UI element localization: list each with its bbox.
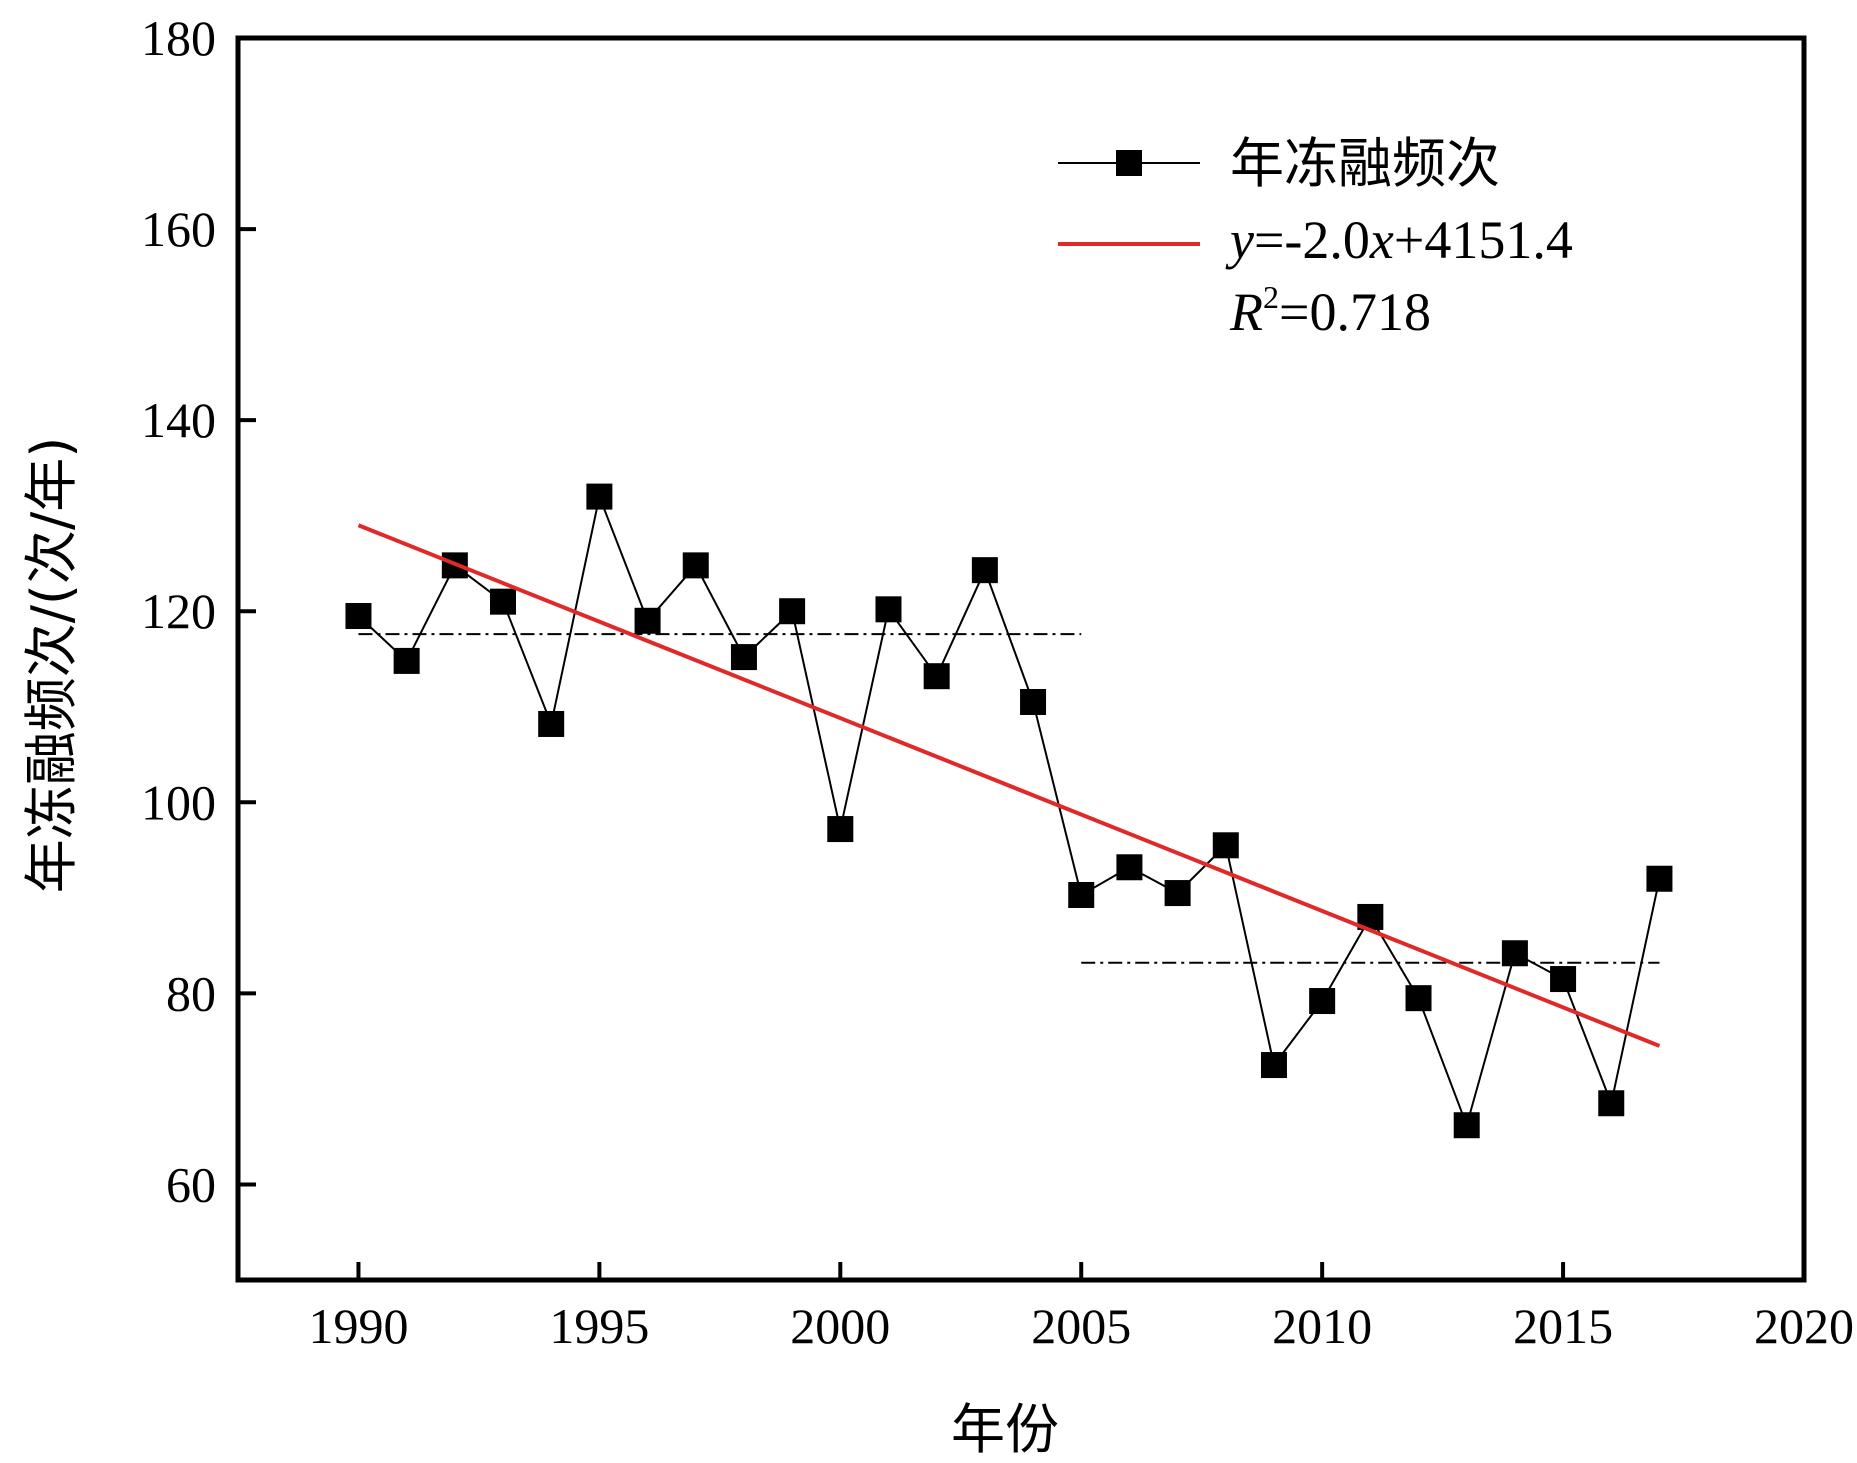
data-point-2017 (1646, 865, 1673, 892)
data-point-2013 (1453, 1112, 1480, 1139)
legend-trend-equation: y=-2.0x+4151.4 (1225, 210, 1573, 270)
r2-value: =0.718 (1279, 282, 1431, 342)
data-point-1998 (730, 644, 757, 671)
equation-intercept: +4151.4 (1394, 210, 1573, 270)
data-point-2005 (1068, 881, 1095, 908)
y-axis-title: 年冻融频次/(次/年) (20, 437, 83, 894)
x-tick-label-2000: 2000 (790, 1298, 890, 1354)
series-line (357, 493, 1661, 1129)
legend: 年冻融频次 y=-2.0x+4151.4 R2=0.718 (1058, 132, 1573, 342)
x-tick-label-2015: 2015 (1513, 1298, 1613, 1354)
plot-frame (235, 35, 1807, 1283)
data-point-2000 (827, 816, 854, 843)
trend-line (357, 523, 1661, 1048)
r2-superscript: 2 (1263, 279, 1279, 315)
data-point-1994 (538, 710, 565, 737)
data-point-2009 (1260, 1052, 1287, 1079)
data-point-2012 (1405, 985, 1432, 1012)
data-point-2014 (1501, 940, 1528, 967)
x-tick-label-2005: 2005 (1031, 1298, 1131, 1354)
data-point-1995 (586, 483, 613, 510)
y-tick-label-80: 80 (166, 965, 216, 1021)
legend-series-label: 年冻融频次 (1230, 132, 1500, 195)
data-point-2010 (1309, 988, 1336, 1015)
x-tick-label-1995: 1995 (549, 1298, 649, 1354)
equation-slope: =-2.0 (1254, 210, 1370, 270)
mean-lines (358, 633, 1660, 964)
legend-r-squared: R2=0.718 (1229, 279, 1431, 342)
x-axis-title: 年份 (951, 1398, 1059, 1461)
series-freeze-thaw (345, 483, 1673, 1139)
data-point-1993 (490, 588, 517, 615)
y-tick-label-140: 140 (141, 392, 216, 448)
legend-series-marker (1116, 150, 1142, 176)
y-tick-label-160: 160 (141, 201, 216, 257)
data-point-1991 (393, 647, 420, 674)
data-point-2001 (875, 596, 902, 623)
data-point-2004 (1020, 688, 1047, 715)
data-point-1999 (779, 598, 806, 625)
data-point-2006 (1116, 854, 1143, 881)
y-tick-label-100: 100 (141, 774, 216, 830)
equation-y-variable: y (1225, 210, 1254, 270)
data-point-2016 (1598, 1090, 1625, 1117)
x-tick-label-2020: 2020 (1754, 1298, 1854, 1354)
data-point-2007 (1164, 880, 1191, 907)
trend-line-path (357, 523, 1661, 1048)
data-point-2002 (923, 663, 950, 690)
r2-symbol: R (1229, 282, 1263, 342)
data-point-2015 (1550, 966, 1577, 993)
data-point-1997 (682, 552, 709, 579)
y-tick-label-120: 120 (141, 583, 216, 639)
data-point-2008 (1212, 832, 1239, 859)
x-tick-label-1990: 1990 (308, 1298, 408, 1354)
data-point-1990 (345, 603, 372, 630)
data-point-2003 (971, 557, 998, 584)
x-tick-label-2010: 2010 (1272, 1298, 1372, 1354)
data-point-1996 (634, 607, 661, 634)
y-tick-label-180: 180 (141, 10, 216, 66)
axis-ticks: 1990 1995 2000 2005 2010 2015 2020 60 80 100 120 14… (141, 10, 1854, 1354)
y-tick-label-60: 60 (166, 1156, 216, 1212)
equation-x-variable: x (1369, 210, 1394, 270)
